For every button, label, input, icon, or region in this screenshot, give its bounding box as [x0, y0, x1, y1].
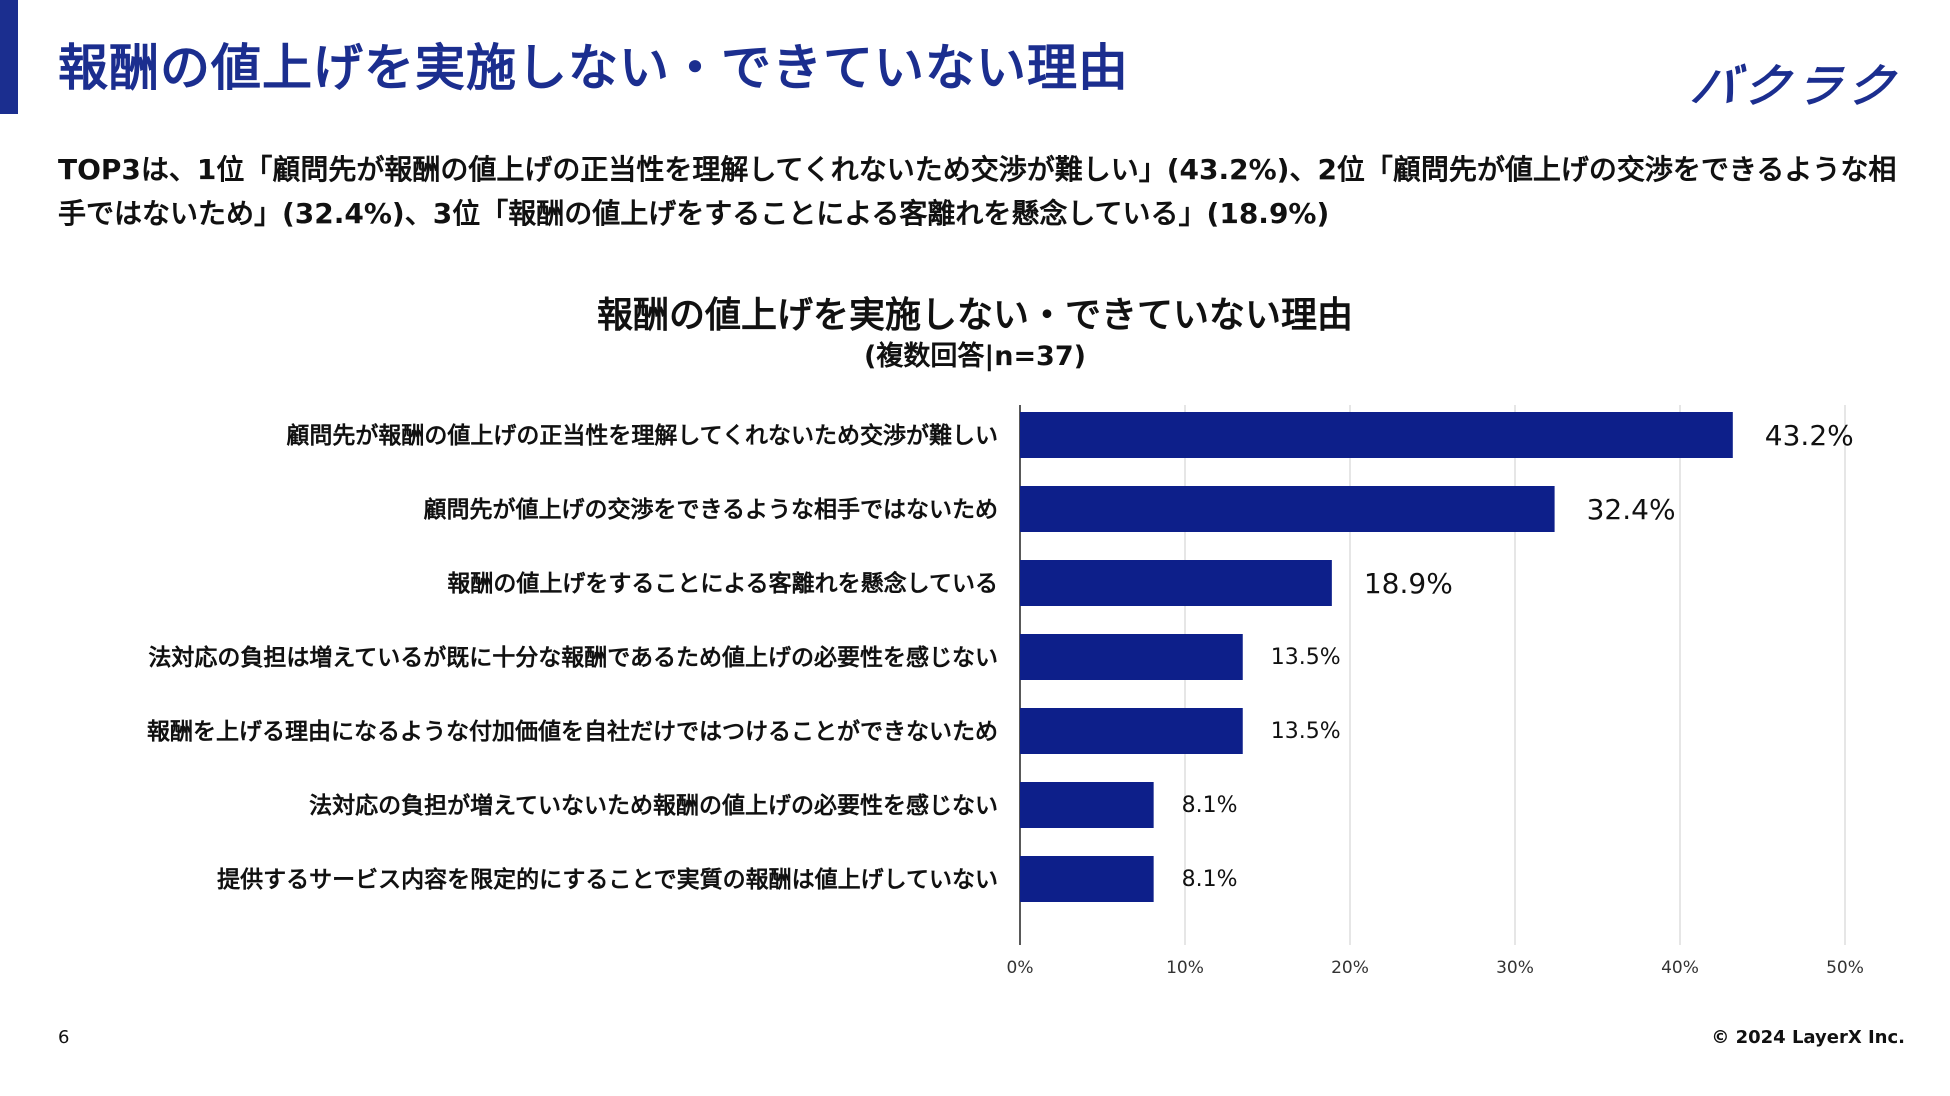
title-accent-bar — [0, 0, 18, 114]
x-tick-label: 20% — [1331, 958, 1369, 978]
category-label: 法対応の負担が増えていないため報酬の値上げの必要性を感じない — [309, 792, 998, 819]
copyright: © 2024 LayerX Inc. — [1711, 1027, 1905, 1048]
page-title: 報酬の値上げを実施しない・できていない理由 — [58, 39, 1129, 97]
category-label: 法対応の負担は増えているが既に十分な報酬であるため値上げの必要性を感じない — [148, 644, 998, 671]
x-tick-label: 10% — [1166, 958, 1204, 978]
page-number: 6 — [58, 1027, 70, 1048]
value-label: 32.4% — [1587, 493, 1676, 526]
value-label: 18.9% — [1364, 567, 1453, 600]
chart-subtitle: (複数回答|n=37) — [864, 341, 1086, 372]
x-tick-label: 30% — [1496, 958, 1534, 978]
bar — [1020, 782, 1154, 828]
bar — [1020, 560, 1332, 606]
bar — [1020, 634, 1243, 680]
category-label: 提供するサービス内容を限定的にすることで実質の報酬は値上げしていない — [217, 866, 998, 893]
bar — [1020, 708, 1243, 754]
value-label: 8.1% — [1182, 867, 1238, 892]
bar — [1020, 486, 1555, 532]
summary-text: TOP3は、1位「顧問先が報酬の値上げの正当性を理解してくれないため交渉が難しい… — [58, 153, 1897, 230]
value-label: 13.5% — [1271, 645, 1341, 670]
brand-logo: バクラク — [1687, 59, 1904, 113]
chart-title: 報酬の値上げを実施しない・できていない理由 — [596, 295, 1353, 336]
x-tick-label: 40% — [1661, 958, 1699, 978]
bar — [1020, 856, 1154, 902]
bar-chart: 0% 10% 20% 30% 40% 50% 顧問先が報酬の値上げの正当性を理解してくれない… — [147, 405, 1864, 978]
category-label: 顧問先が報酬の値上げの正当性を理解してくれないため交渉が難しい — [286, 422, 998, 449]
value-label: 8.1% — [1182, 793, 1238, 818]
category-label: 報酬を上げる理由になるような付加価値を自社だけではつけることができないため — [147, 718, 998, 745]
category-label: 顧問先が値上げの交渉をできるような相手ではないため — [423, 496, 998, 523]
bar — [1020, 412, 1733, 458]
category-label: 報酬の値上げをすることによる客離れを懸念している — [447, 570, 998, 597]
x-tick-label: 0% — [1007, 958, 1034, 978]
value-label: 13.5% — [1271, 719, 1341, 744]
value-label: 43.2% — [1765, 419, 1854, 452]
x-tick-label: 50% — [1826, 958, 1864, 978]
